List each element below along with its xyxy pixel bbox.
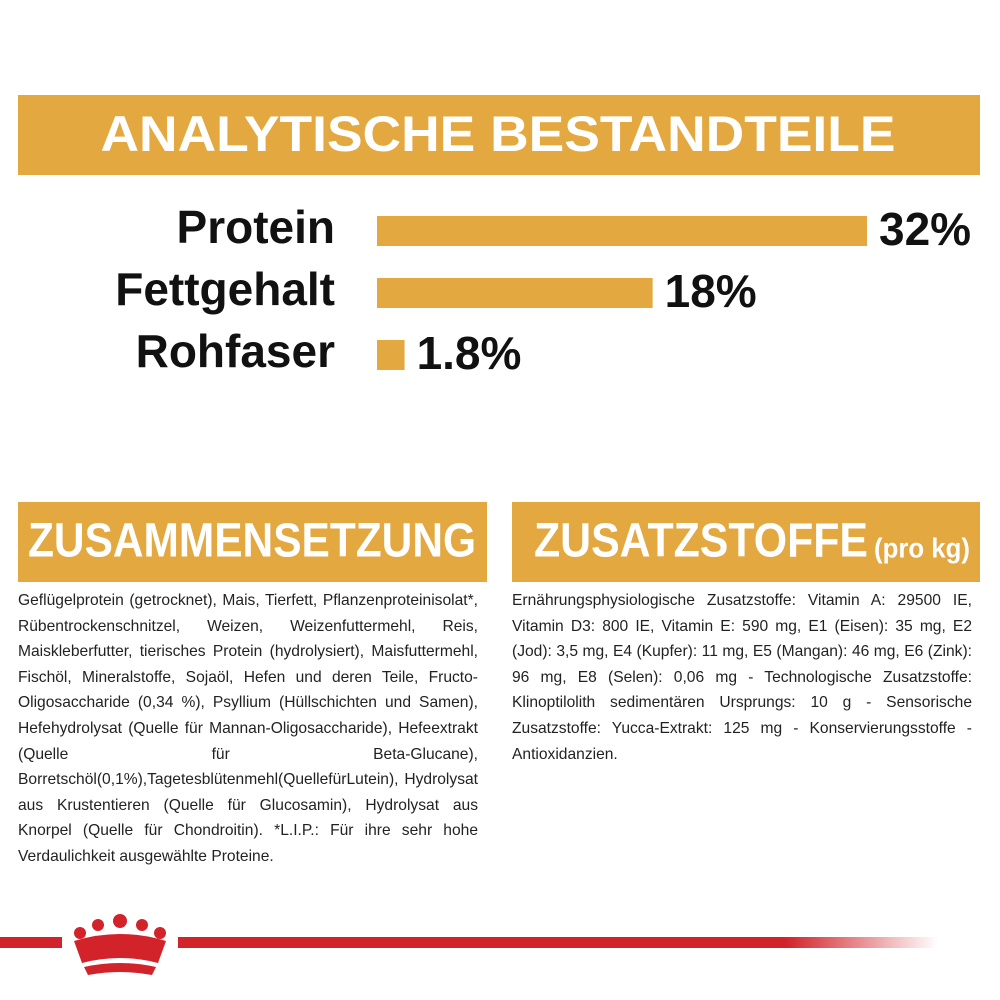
value-label: 32%: [879, 203, 971, 255]
header-box: [18, 502, 487, 582]
section-title: ZUSATZSTOFFE: [534, 515, 868, 568]
chart-title: ANALYTISCHE BESTANDTEILE: [101, 106, 896, 162]
title-band: [18, 95, 980, 175]
bar: [377, 216, 867, 246]
bar: [377, 340, 405, 370]
footer-brand: [0, 914, 938, 975]
composition-header: ZUSAMMENSETZUNG: [18, 502, 487, 582]
brand-line: [178, 937, 938, 948]
chart: ANALYTISCHE BESTANDTEILE Protein 32% Fettg…: [18, 95, 980, 379]
category-label: Fettgehalt: [115, 263, 335, 315]
additives-text: Ernährungsphysiologische Zusatzstoffe: V…: [512, 592, 972, 763]
value-label: 18%: [665, 265, 757, 317]
value-label: 1.8%: [417, 327, 522, 379]
bar: [377, 278, 653, 308]
category-label: Protein: [177, 201, 335, 253]
section-title: ZUSAMMENSETZUNG: [28, 515, 476, 568]
composition-text: Geflügelprotein (getrocknet), Mais, Tier…: [18, 592, 478, 865]
brand-line: [0, 937, 62, 948]
crown-logo: [74, 914, 166, 975]
category-label: Rohfaser: [136, 325, 335, 377]
header-box: [512, 502, 980, 582]
section-unit: (pro kg): [874, 532, 970, 563]
additives-header: ZUSATZSTOFFE (pro kg): [512, 502, 980, 582]
